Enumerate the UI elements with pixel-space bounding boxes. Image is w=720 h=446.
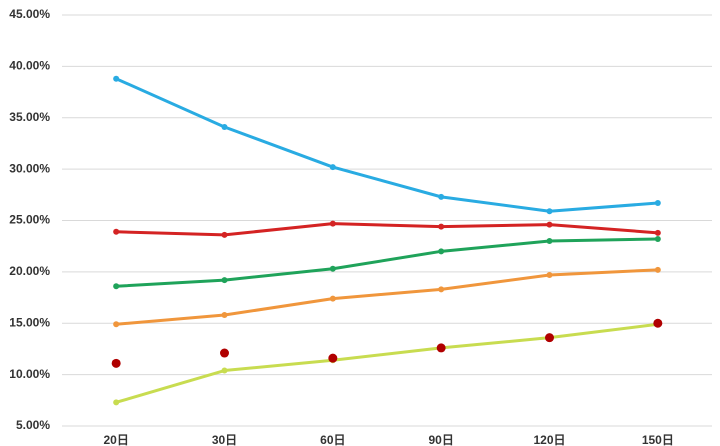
line-marker xyxy=(329,265,336,272)
line-marker xyxy=(438,193,445,200)
series-line xyxy=(116,268,658,326)
line-marker xyxy=(221,367,228,374)
line-marker xyxy=(221,231,228,238)
line-marker xyxy=(438,248,445,255)
y-tick-label: 45.00% xyxy=(9,7,50,21)
y-tick-label: 5.00% xyxy=(16,418,50,432)
data-dot xyxy=(653,318,663,328)
line-marker xyxy=(329,164,336,171)
line-marker xyxy=(113,75,120,82)
y-tick-label: 25.00% xyxy=(9,213,50,227)
x-tick-label: 150日 xyxy=(642,433,674,446)
y-tick-label: 35.00% xyxy=(9,110,50,124)
y-tick-label: 15.00% xyxy=(9,315,50,329)
line-marker xyxy=(654,229,661,236)
data-dot xyxy=(220,348,229,358)
line-marker xyxy=(654,235,661,242)
line-marker xyxy=(546,221,553,228)
line-marker xyxy=(438,286,445,293)
line-marker xyxy=(113,283,120,290)
line-marker xyxy=(546,238,553,245)
series-line xyxy=(115,322,659,404)
line-marker xyxy=(221,312,228,319)
x-tick-label: 60日 xyxy=(320,433,345,446)
x-tick-label: 20日 xyxy=(103,433,128,446)
line-marker xyxy=(546,208,553,215)
series-line xyxy=(115,77,658,213)
line-marker xyxy=(329,295,336,302)
line-marker xyxy=(654,200,661,207)
x-tick-label: 120日 xyxy=(533,433,565,446)
line-marker xyxy=(329,220,336,227)
y-tick-label: 30.00% xyxy=(9,161,50,175)
line-marker xyxy=(221,277,228,284)
data-dot xyxy=(328,353,338,363)
line-marker xyxy=(113,321,120,328)
x-tick-label: 90日 xyxy=(428,433,453,446)
line-marker xyxy=(546,271,553,278)
data-dot xyxy=(545,333,554,343)
line-marker xyxy=(113,228,120,235)
line-marker xyxy=(438,223,445,230)
line-marker xyxy=(654,266,661,273)
data-dot xyxy=(436,343,446,353)
y-tick-label: 10.00% xyxy=(9,367,50,381)
line-marker xyxy=(221,123,228,130)
y-tick-label: 20.00% xyxy=(9,264,50,278)
x-tick-label: 30日 xyxy=(212,433,237,446)
series-line xyxy=(116,237,658,288)
line-marker xyxy=(113,399,120,406)
y-tick-label: 40.00% xyxy=(9,59,50,73)
series-line xyxy=(116,222,658,237)
data-dot xyxy=(111,358,121,368)
